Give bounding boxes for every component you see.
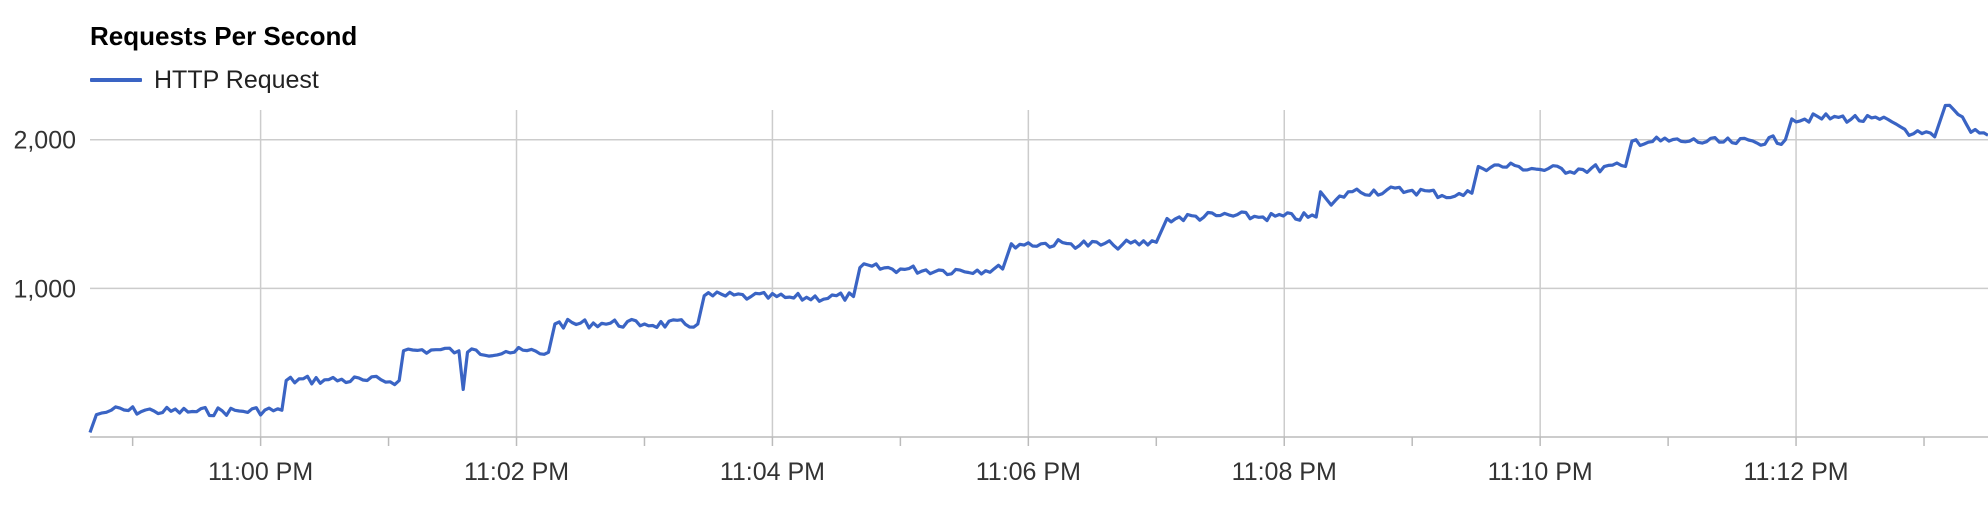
series-line-http-request bbox=[88, 103, 1988, 434]
legend-swatch bbox=[90, 78, 142, 82]
x-tick-label: 11:12 PM bbox=[1743, 458, 1848, 486]
tick-labels: 11:00 PM 11:02 PM 11:04 PM 11:06 PM 11:08 PM… bbox=[13, 127, 1848, 486]
x-tick-label: 11:02 PM bbox=[464, 458, 569, 486]
y-tick-label: 1,000 bbox=[13, 275, 76, 303]
x-tick-label: 11:00 PM bbox=[208, 458, 313, 486]
legend-label: HTTP Request bbox=[154, 65, 319, 94]
x-tick-label: 11:08 PM bbox=[1232, 458, 1337, 486]
y-tick-label: 2,000 bbox=[13, 127, 76, 155]
grid-lines bbox=[90, 110, 1988, 437]
chart-title: Requests Per Second bbox=[90, 21, 358, 51]
series-layer bbox=[88, 103, 1988, 434]
x-tick-label: 11:06 PM bbox=[976, 458, 1081, 486]
x-tick-label: 11:10 PM bbox=[1488, 458, 1593, 486]
axes bbox=[90, 436, 1988, 446]
legend[interactable]: HTTP Request bbox=[90, 64, 319, 96]
x-tick-label: 11:04 PM bbox=[720, 458, 825, 486]
